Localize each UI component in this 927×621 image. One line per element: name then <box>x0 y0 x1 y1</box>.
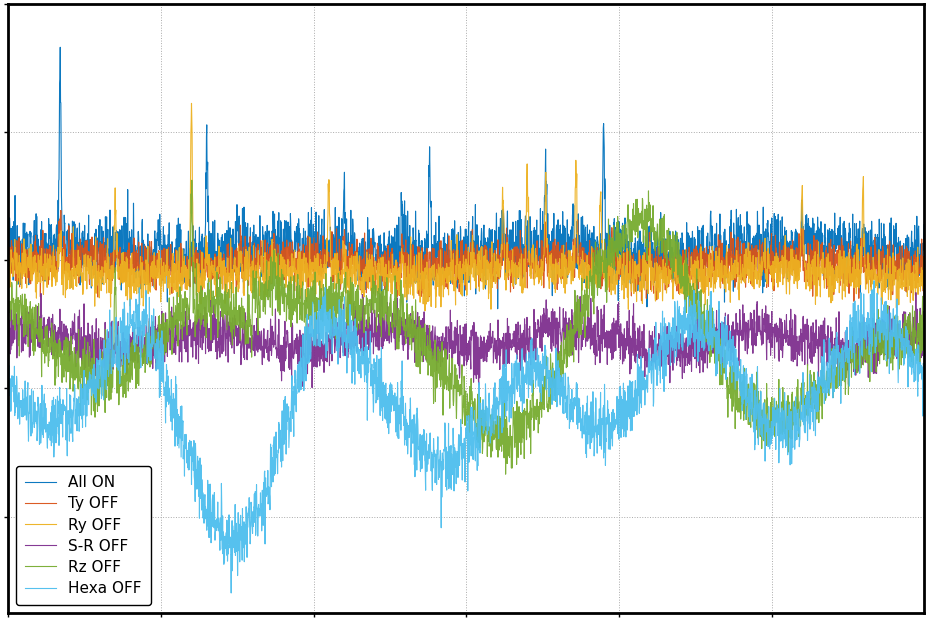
Rz OFF <box>900 339 911 347</box>
Ty OFF <box>161 259 172 266</box>
All ON <box>3 248 14 256</box>
Hexa OFF <box>225 589 236 597</box>
All ON <box>900 288 911 296</box>
S-R OFF <box>801 361 812 369</box>
Ry OFF <box>918 292 927 300</box>
Line: Ty OFF: Ty OFF <box>8 211 923 306</box>
Hexa OFF <box>161 367 172 374</box>
Rz OFF <box>918 319 927 327</box>
Hexa OFF <box>107 318 118 325</box>
Legend: All ON, Ty OFF, Ry OFF, S-R OFF, Rz OFF, Hexa OFF: All ON, Ty OFF, Ry OFF, S-R OFF, Rz OFF,… <box>16 466 150 605</box>
Line: Hexa OFF: Hexa OFF <box>8 281 923 593</box>
Rz OFF <box>186 176 197 184</box>
All ON <box>161 298 172 306</box>
S-R OFF <box>899 333 910 340</box>
Hexa OFF <box>3 383 14 390</box>
Hexa OFF <box>868 277 879 284</box>
Rz OFF <box>161 328 172 335</box>
All ON <box>55 43 66 51</box>
Hexa OFF <box>900 325 911 332</box>
Ty OFF <box>918 273 927 281</box>
Rz OFF <box>500 471 511 478</box>
S-R OFF <box>918 342 927 350</box>
All ON <box>802 261 813 268</box>
All ON <box>108 223 119 230</box>
All ON <box>393 253 404 260</box>
S-R OFF <box>393 334 404 342</box>
Ty OFF <box>354 275 365 283</box>
Rz OFF <box>354 325 365 333</box>
Rz OFF <box>107 383 118 391</box>
Ty OFF <box>802 242 813 250</box>
Ty OFF <box>3 247 14 255</box>
S-R OFF <box>161 340 172 348</box>
Hexa OFF <box>393 411 404 419</box>
S-R OFF <box>909 289 921 296</box>
Ty OFF <box>394 292 405 299</box>
S-R OFF <box>306 384 317 391</box>
Hexa OFF <box>801 437 812 444</box>
Ry OFF <box>345 308 356 315</box>
Ty OFF <box>108 252 119 260</box>
Hexa OFF <box>354 362 365 369</box>
Line: Ry OFF: Ry OFF <box>8 103 923 312</box>
Ry OFF <box>3 248 14 256</box>
All ON <box>491 305 502 312</box>
S-R OFF <box>3 347 14 355</box>
Ty OFF <box>365 302 376 309</box>
Ry OFF <box>900 269 911 276</box>
Ry OFF <box>802 260 813 268</box>
Rz OFF <box>802 412 813 420</box>
S-R OFF <box>354 329 365 337</box>
Line: S-R OFF: S-R OFF <box>8 292 923 388</box>
Ry OFF <box>107 262 118 270</box>
Line: All ON: All ON <box>8 47 923 309</box>
Ry OFF <box>354 271 365 279</box>
Rz OFF <box>393 328 404 335</box>
S-R OFF <box>107 358 118 366</box>
All ON <box>918 221 927 229</box>
Line: Rz OFF: Rz OFF <box>8 180 923 474</box>
Ry OFF <box>394 280 405 288</box>
Rz OFF <box>3 303 14 310</box>
Ry OFF <box>161 245 172 253</box>
Ty OFF <box>900 243 911 250</box>
Hexa OFF <box>918 363 927 371</box>
Ry OFF <box>185 99 197 107</box>
All ON <box>354 240 365 247</box>
Ty OFF <box>56 207 67 214</box>
